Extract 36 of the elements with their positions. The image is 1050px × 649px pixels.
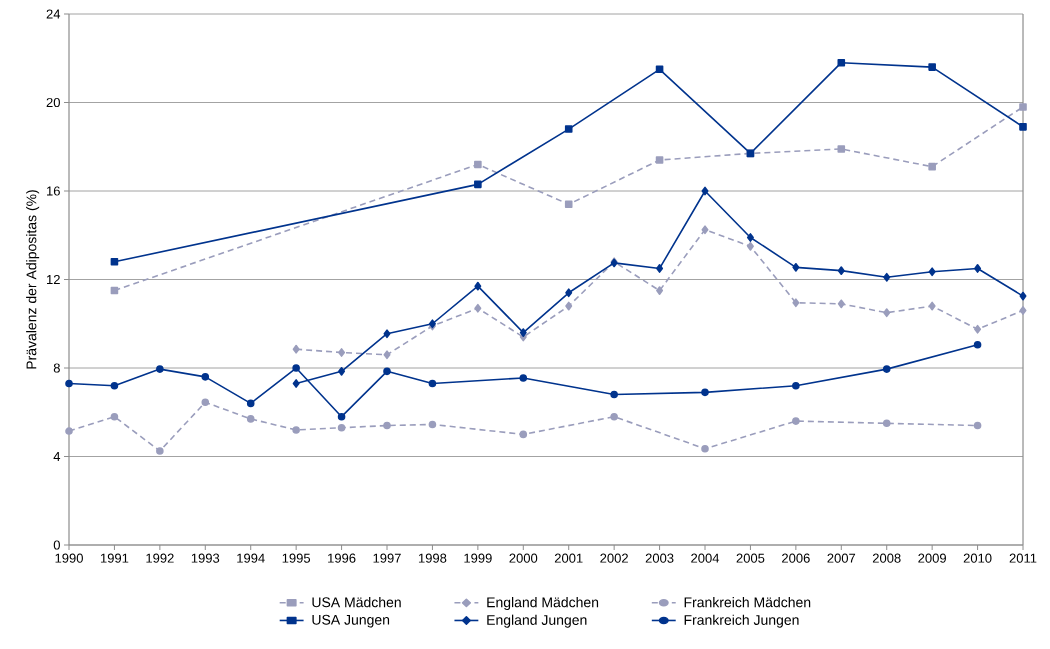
x-tick-label: 2006: [782, 553, 810, 563]
x-tick-label: 2003: [645, 553, 674, 563]
x-tick-label: 1994: [237, 553, 265, 563]
x-tick-label: 1995: [282, 553, 311, 563]
x-tick-label: 2007: [827, 553, 856, 563]
legend-label: USA Jungen: [312, 614, 390, 628]
x-tick-label: 2001: [554, 553, 583, 563]
y-tick-label: 0: [53, 540, 60, 550]
legend-label: Frankreich Mädchen: [684, 596, 811, 608]
x-tick-label: 2009: [918, 553, 946, 563]
y-tick-label: 24: [46, 9, 61, 19]
legend-label: USA Mädchen: [312, 596, 401, 608]
x-tick-label: 1999: [464, 553, 492, 563]
legend-label: England Mädchen: [487, 596, 599, 611]
legend-label: England Jungen: [487, 614, 587, 628]
x-tick-label: 2000: [509, 553, 538, 563]
x-tick-label: 1991: [100, 553, 129, 563]
x-tick-label: 2005: [736, 553, 765, 563]
x-tick-label: 2010: [963, 553, 992, 563]
y-tick-label: 4: [53, 452, 61, 461]
x-tick-label: 2002: [600, 553, 628, 563]
x-tick-label: 1992: [146, 553, 174, 563]
x-tick-label: 1996: [328, 553, 356, 563]
x-tick-label: 2011: [1009, 553, 1037, 563]
x-tick-label: 1997: [373, 553, 401, 563]
x-tick-label: 1990: [55, 553, 83, 563]
x-tick-label: 2008: [872, 553, 901, 563]
x-tick-label: 1998: [418, 553, 447, 563]
y-tick-label: 20: [46, 97, 60, 108]
y-axis-title: Prävalenz der Adipositas (%): [26, 190, 40, 369]
y-tick-label: 12: [47, 274, 60, 285]
y-tick-label: 16: [47, 186, 60, 196]
legend-label: Frankreich Jungen: [684, 614, 799, 628]
x-tick-label: 1993: [191, 553, 220, 563]
y-tick-label: 8: [53, 363, 60, 373]
x-tick-label: 2004: [691, 553, 720, 563]
